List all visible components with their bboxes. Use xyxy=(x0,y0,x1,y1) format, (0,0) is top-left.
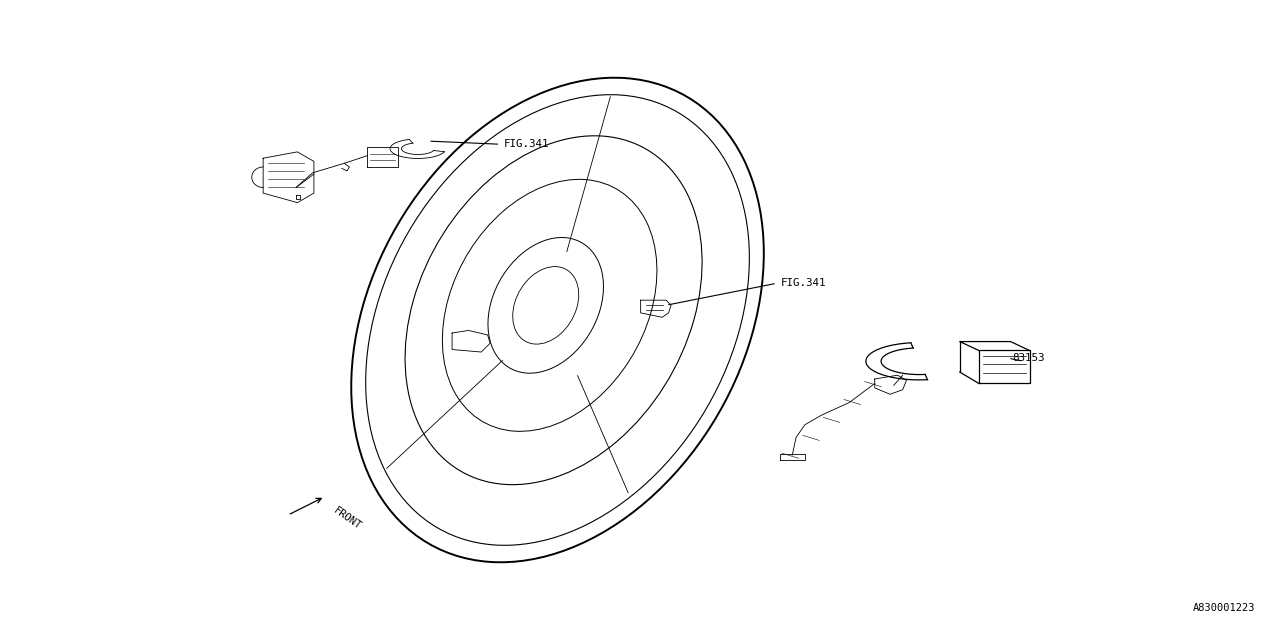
Text: FRONT: FRONT xyxy=(332,506,364,532)
Text: FIG.341: FIG.341 xyxy=(504,140,549,149)
Text: A830001223: A830001223 xyxy=(1193,603,1256,613)
Text: FIG.341: FIG.341 xyxy=(781,278,827,288)
Text: 83153: 83153 xyxy=(1011,353,1044,363)
